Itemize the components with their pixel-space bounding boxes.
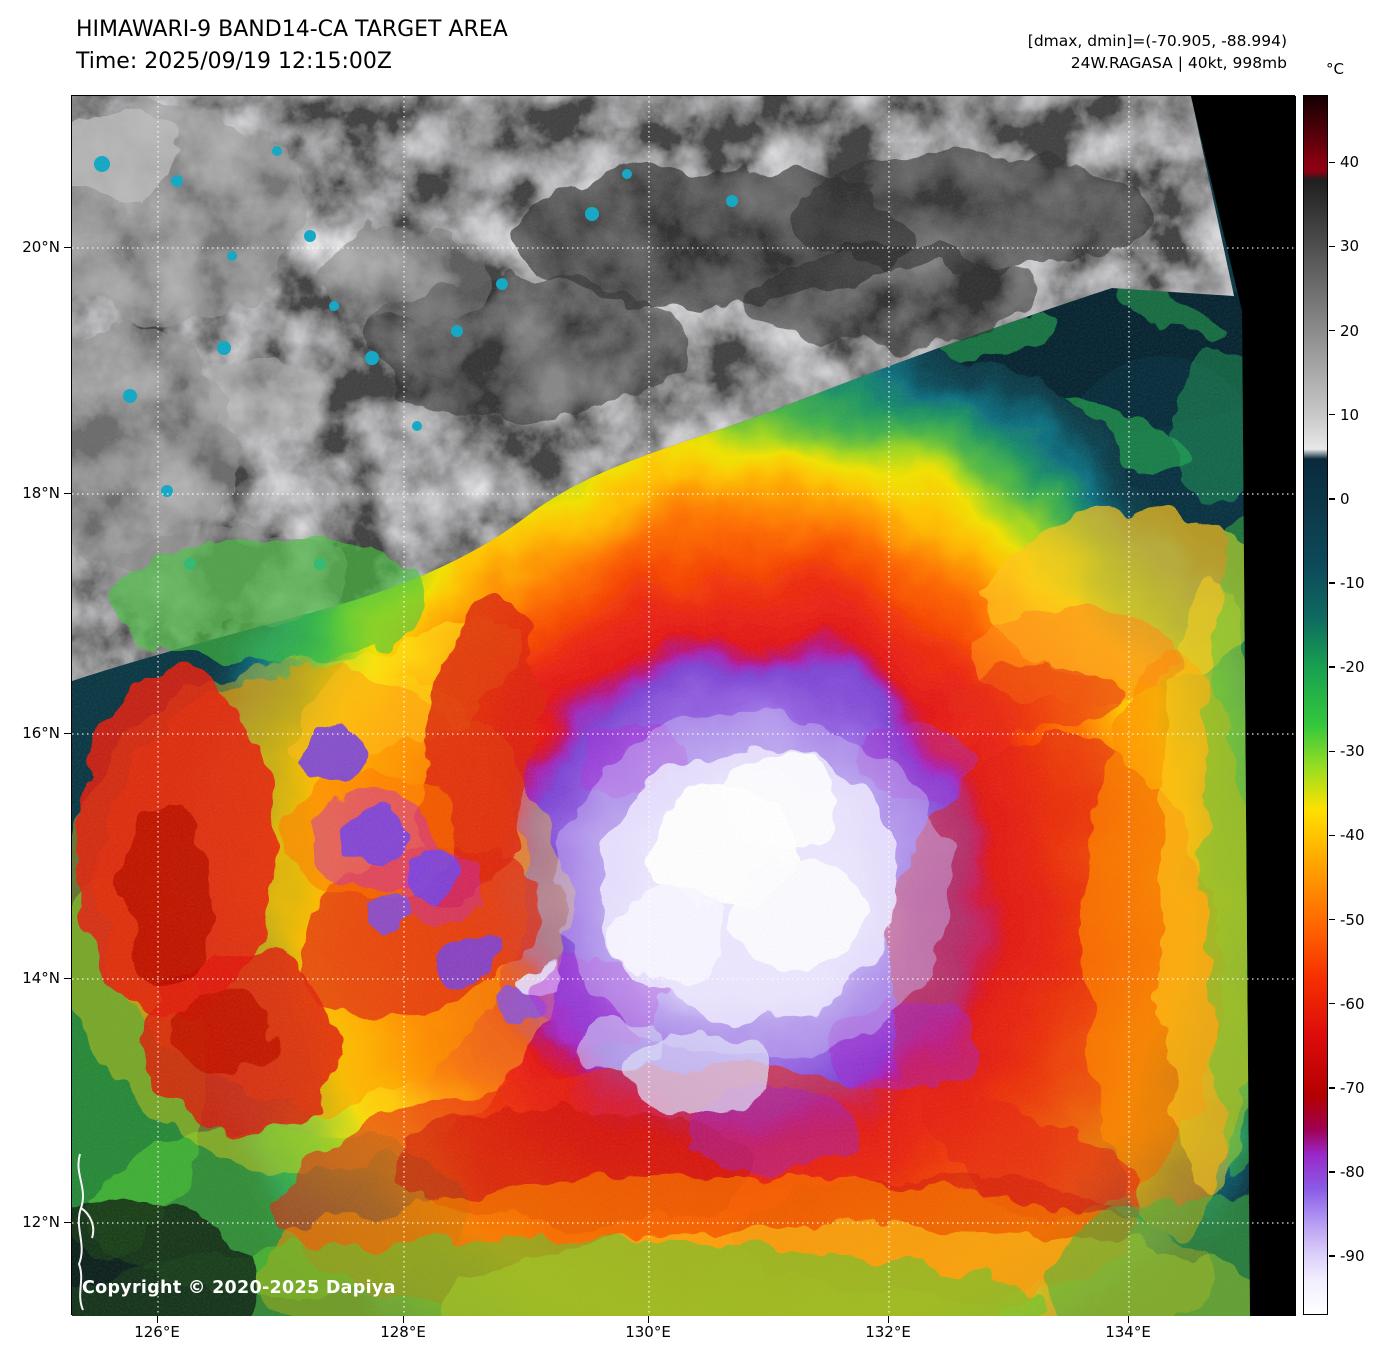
colorbar-tick-label: 40 xyxy=(1340,153,1360,172)
colorbar-tick-mark xyxy=(1329,1087,1335,1089)
colorbar-tick-label: 30 xyxy=(1340,237,1360,256)
colorbar-tick-label: -40 xyxy=(1340,826,1365,845)
satellite-image xyxy=(72,96,1296,1316)
colorbar-tick: 20 xyxy=(1329,322,1359,340)
colorbar-tick-label: 10 xyxy=(1340,405,1360,424)
x-axis-tick xyxy=(1128,1316,1130,1323)
colorbar-tick: -50 xyxy=(1329,911,1365,929)
colorbar-tick: -40 xyxy=(1329,826,1365,844)
colorbar-tick-mark xyxy=(1329,245,1335,248)
copyright-text: Copyright © 2020-2025 Dapiya xyxy=(82,1278,396,1298)
gridlines xyxy=(72,96,1296,1316)
colorbar-tick-label: -60 xyxy=(1340,994,1365,1013)
colorbar-tick-mark xyxy=(1329,1002,1335,1005)
colorbar-tick: -20 xyxy=(1329,658,1365,676)
x-axis-tick xyxy=(157,1316,159,1323)
colorbar-tick: -60 xyxy=(1329,995,1365,1013)
lon-label-130e: 130°E xyxy=(625,1323,671,1341)
colorbar-tick-label: -90 xyxy=(1340,1247,1365,1266)
colorbar-tick-mark xyxy=(1329,414,1335,416)
colorbar-tick-mark xyxy=(1329,750,1335,752)
colorbar-tick-mark xyxy=(1329,918,1335,921)
x-axis-tick xyxy=(403,1316,405,1323)
colorbar-tick-label: -50 xyxy=(1340,910,1365,929)
lon-label-132e: 132°E xyxy=(865,1323,911,1341)
image-grain-overlay xyxy=(72,96,1250,1316)
y-axis-tick xyxy=(64,1222,71,1224)
y-axis-tick xyxy=(64,247,71,249)
coastline-path xyxy=(77,1153,95,1311)
colorbar-tick-mark xyxy=(1329,1171,1335,1173)
colorbar-tick-label: -70 xyxy=(1340,1078,1365,1097)
storm-id-readout: 24W.RAGASA | 40kt, 998mb xyxy=(1070,54,1287,72)
figure-timestamp: Time: 2025/09/19 12:15:00Z xyxy=(76,49,392,74)
colorbar-gradient xyxy=(1303,95,1328,1315)
colorbar-tick: 30 xyxy=(1329,237,1359,255)
colorbar-tick: -10 xyxy=(1329,574,1365,592)
colorbar-tick-mark xyxy=(1329,666,1335,668)
colorbar-tick: -70 xyxy=(1329,1079,1365,1097)
colorbar-tick-label: 20 xyxy=(1340,321,1360,340)
colorbar-tick-label: -10 xyxy=(1340,574,1365,592)
colorbar-tick: -30 xyxy=(1329,742,1365,760)
colorbar-tick-mark xyxy=(1329,1255,1335,1257)
lat-label-12n: 12°N xyxy=(22,1213,60,1231)
colorbar-tick-mark xyxy=(1329,834,1335,837)
colorbar: 40 30 20 10 0 -10 -20 -30 -40 -50 -60 -7… xyxy=(1303,95,1387,1315)
colorbar-tick: -80 xyxy=(1329,1163,1365,1181)
colorbar-tick-mark xyxy=(1329,498,1335,500)
figure-title: HIMAWARI-9 BAND14-CA TARGET AREA xyxy=(76,17,508,42)
colorbar-tick: 40 xyxy=(1329,153,1359,171)
info-block: [dmax, dmin]=(-70.905, -88.994) 24W.RAGA… xyxy=(1028,30,1287,74)
lat-label-14n: 14°N xyxy=(22,969,60,987)
y-axis-tick xyxy=(64,978,71,980)
lat-label-20n: 20°N xyxy=(22,238,60,256)
lon-label-128e: 128°E xyxy=(380,1323,426,1341)
colorbar-tick: -90 xyxy=(1329,1247,1365,1265)
colorbar-tick: 10 xyxy=(1329,406,1359,424)
y-axis-tick xyxy=(64,493,71,495)
colorbar-tick-mark xyxy=(1329,161,1335,164)
lat-label-16n: 16°N xyxy=(22,724,60,742)
colorbar-tick-mark xyxy=(1329,329,1335,332)
title-block: HIMAWARI-9 BAND14-CA TARGET AREA Time: 2… xyxy=(76,16,508,76)
colorbar-tick-label: -20 xyxy=(1340,658,1365,677)
x-axis-tick xyxy=(648,1316,650,1323)
colorbar-tick-label: -80 xyxy=(1340,1163,1365,1182)
colorbar-tick-mark xyxy=(1329,582,1335,584)
colorbar-tick: 0 xyxy=(1329,490,1350,508)
lon-label-134e: 134°E xyxy=(1105,1323,1151,1341)
lat-label-18n: 18°N xyxy=(22,484,60,502)
y-axis-tick xyxy=(64,733,71,735)
colorbar-tick-label: -30 xyxy=(1340,742,1365,761)
x-axis-tick xyxy=(888,1316,890,1323)
lon-label-126e: 126°E xyxy=(134,1323,180,1341)
colorbar-unit-label: °C xyxy=(1326,60,1344,78)
dmax-dmin-readout: [dmax, dmin]=(-70.905, -88.994) xyxy=(1027,32,1287,50)
colorbar-tick-label: 0 xyxy=(1340,489,1350,508)
map-area: Copyright © 2020-2025 Dapiya xyxy=(71,95,1296,1316)
